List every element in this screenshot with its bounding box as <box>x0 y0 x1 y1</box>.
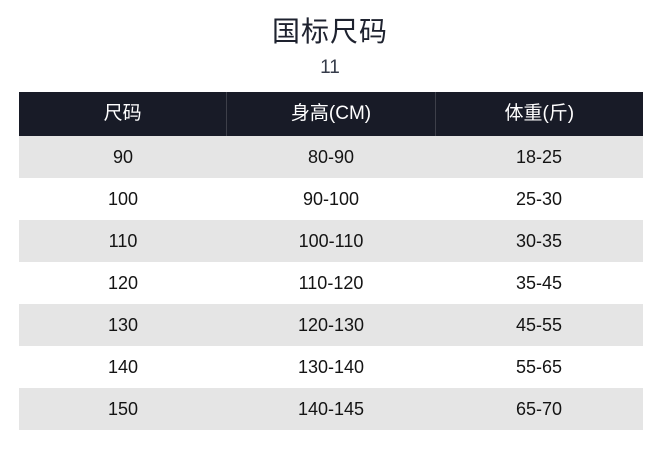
table-row: 90 80-90 18-25 <box>19 136 643 178</box>
size-cell: 140 <box>107 357 139 377</box>
size-table-header-row: 尺码 身高(CM) 体重(斤) <box>19 92 643 136</box>
size-cell: 150 <box>107 399 139 419</box>
weight-cell: 25-30 <box>515 189 563 209</box>
height-cell: 110-120 <box>298 273 364 293</box>
weight-cell: 45-55 <box>515 315 563 335</box>
page-title: 国标尺码 <box>271 16 388 47</box>
size-cell: 110 <box>108 231 138 251</box>
column-header-weight: 体重(斤) <box>434 92 643 136</box>
table-row: 150 140-145 65-70 <box>19 388 643 430</box>
table-row: 130 120-130 45-55 <box>19 304 643 346</box>
column-header-size: 尺码 <box>103 103 142 124</box>
weight-cell: 55-65 <box>515 357 563 377</box>
page-subtitle: 11 <box>320 57 340 78</box>
table-row: 120 110-120 35-45 <box>19 262 643 304</box>
height-cell: 120-130 <box>297 315 365 335</box>
column-header-height: 身高(CM) <box>226 92 434 136</box>
weight-cell: 65-70 <box>515 399 563 419</box>
table-row: 100 90-100 25-30 <box>19 178 643 220</box>
table-row: 140 130-140 55-65 <box>19 346 643 388</box>
size-cell: 100 <box>107 189 139 209</box>
table-row: 110 100-110 30-35 <box>19 220 643 262</box>
weight-cell: 35-45 <box>515 273 563 293</box>
size-cell: 130 <box>107 315 139 335</box>
height-cell: 100-110 <box>298 231 364 251</box>
size-cell: 90 <box>112 147 134 167</box>
height-cell: 130-140 <box>297 357 365 377</box>
weight-cell: 30-35 <box>515 231 563 251</box>
height-cell: 80-90 <box>307 147 355 167</box>
size-cell: 120 <box>107 273 139 293</box>
height-cell: 90-100 <box>302 189 360 209</box>
weight-cell: 18-25 <box>515 147 563 167</box>
size-table: 尺码 身高(CM) 体重(斤) 90 80-90 18-25 100 90-10… <box>19 92 643 430</box>
height-cell: 140-145 <box>297 399 365 419</box>
